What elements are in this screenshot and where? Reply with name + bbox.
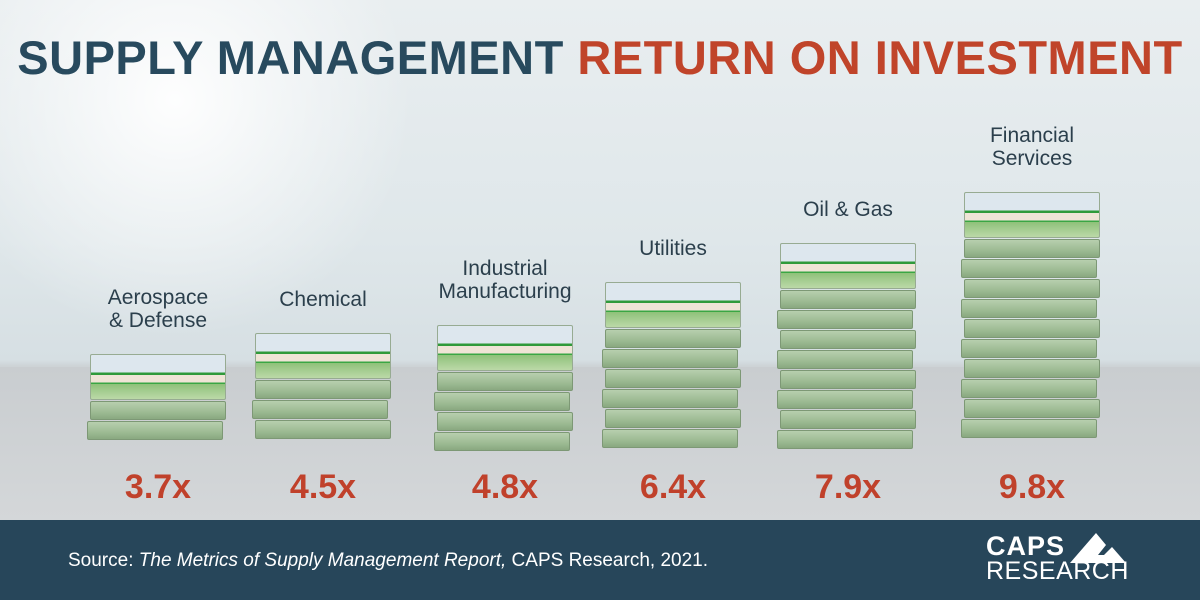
value-label: 9.8x bbox=[998, 468, 1066, 506]
banknote-top bbox=[90, 353, 226, 400]
category-label-line: Chemical bbox=[279, 287, 367, 311]
value-label: 7.9x bbox=[814, 468, 882, 506]
category-label-line: Financial bbox=[989, 124, 1075, 148]
title-part1: SUPPLY MANAGEMENT bbox=[17, 31, 564, 84]
category-label-line: Oil & Gas bbox=[803, 197, 893, 221]
banknote-bundle bbox=[780, 369, 916, 389]
category-label-line: Utilities bbox=[639, 237, 707, 261]
banknote-bundle bbox=[605, 369, 741, 389]
banknote-bundle bbox=[605, 409, 741, 429]
banknote-bundle bbox=[964, 239, 1100, 259]
banknote-bundle bbox=[964, 359, 1100, 379]
logo-line1: CAPS bbox=[986, 531, 1066, 561]
banknote-bundle bbox=[964, 319, 1100, 339]
banknote-bundle bbox=[964, 399, 1100, 419]
banknote-bundle bbox=[961, 299, 1097, 319]
category-label: Financial Services bbox=[932, 124, 1132, 170]
source-prefix: Source: bbox=[68, 550, 139, 571]
category-label-line: & Defense bbox=[108, 308, 208, 332]
category-label-line: Manufacturing bbox=[438, 279, 572, 303]
caps-research-logo: CAPS RESEARCH bbox=[986, 531, 1136, 591]
money-stack-bar bbox=[961, 192, 1100, 452]
money-stack-bar bbox=[87, 353, 226, 452]
category-label-line: Industrial bbox=[462, 256, 548, 280]
banknote-bundle bbox=[255, 379, 391, 399]
footer: Source: The Metrics of Supply Management… bbox=[0, 520, 1200, 600]
category-label: Industrial Manufacturing bbox=[405, 257, 605, 303]
banknote-bundle bbox=[252, 399, 388, 419]
page-title: SUPPLY MANAGEMENT RETURN ON INVESTMENT bbox=[0, 30, 1200, 85]
banknote-bundle bbox=[780, 409, 916, 429]
source-suffix: CAPS Research, 2021. bbox=[506, 550, 708, 571]
banknote-bundle bbox=[780, 329, 916, 349]
category-label: Chemical bbox=[223, 288, 423, 311]
banknote-bundle bbox=[602, 349, 738, 369]
banknote-top bbox=[605, 282, 741, 329]
value-label: 4.5x bbox=[289, 468, 357, 506]
money-stack-bar bbox=[777, 242, 916, 452]
banknote-bundle bbox=[437, 411, 573, 431]
value-label: 6.4x bbox=[639, 468, 707, 506]
banknote-bundle bbox=[777, 349, 913, 369]
banknote-bundle bbox=[961, 339, 1097, 359]
banknote-bundle bbox=[602, 429, 738, 449]
banknote-bundle bbox=[87, 420, 223, 440]
value-label: 4.8x bbox=[471, 468, 539, 506]
banknote-bundle bbox=[602, 389, 738, 409]
banknote-top bbox=[255, 332, 391, 379]
banknote-bundle bbox=[434, 431, 570, 451]
money-stack-bar bbox=[252, 332, 391, 452]
banknote-bundle bbox=[777, 429, 913, 449]
source-citation: Source: The Metrics of Supply Management… bbox=[68, 550, 708, 572]
banknote-bundle bbox=[777, 389, 913, 409]
banknote-bundle bbox=[780, 289, 916, 309]
banknote-bundle bbox=[964, 279, 1100, 299]
banknote-bundle bbox=[605, 329, 741, 349]
banknote-top bbox=[964, 192, 1100, 239]
banknote-bundle bbox=[961, 379, 1097, 399]
money-stack-bar bbox=[434, 324, 573, 452]
banknote-bundle bbox=[777, 309, 913, 329]
money-stack-bar bbox=[602, 282, 741, 452]
banknote-bundle bbox=[255, 419, 391, 439]
mountain-icon bbox=[1070, 533, 1126, 563]
banknote-bundle bbox=[437, 371, 573, 391]
category-label-line: Aerospace bbox=[107, 285, 209, 309]
banknote-top bbox=[780, 242, 916, 289]
banknote-top bbox=[437, 324, 573, 371]
background-glow bbox=[0, 0, 450, 340]
banknote-bundle bbox=[434, 391, 570, 411]
title-part2: RETURN ON INVESTMENT bbox=[577, 31, 1183, 84]
banknote-bundle bbox=[90, 400, 226, 420]
source-title: The Metrics of Supply Management Report, bbox=[138, 550, 507, 571]
category-label-line: Services bbox=[991, 147, 1073, 171]
value-label: 3.7x bbox=[124, 468, 192, 506]
banknote-bundle bbox=[961, 419, 1097, 439]
category-label: Utilities bbox=[573, 237, 773, 260]
banknote-bundle bbox=[961, 259, 1097, 279]
category-label: Aerospace & Defense bbox=[58, 286, 258, 332]
category-label: Oil & Gas bbox=[748, 198, 948, 221]
